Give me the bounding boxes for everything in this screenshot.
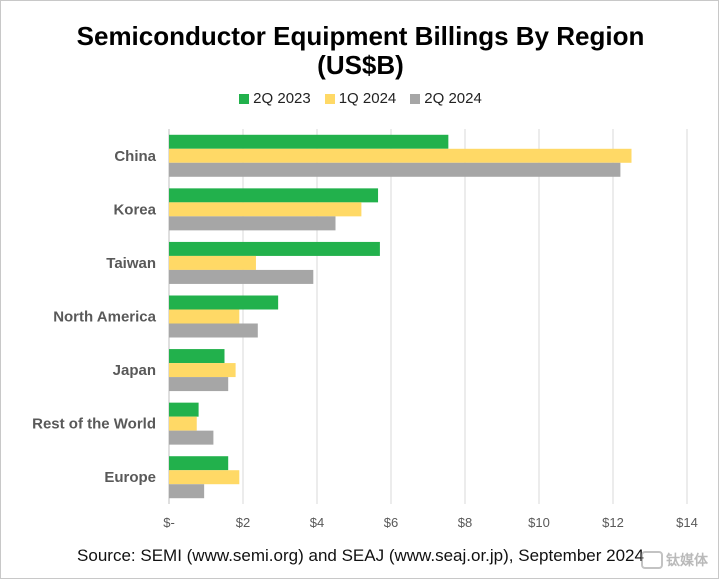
category-label-japan: Japan — [113, 362, 156, 379]
legend-swatch-2q2024 — [410, 93, 421, 104]
legend-swatch-1q2024 — [324, 93, 335, 104]
x-tick-label: $6 — [384, 515, 398, 530]
bar-korea-2q-2024 — [169, 216, 336, 231]
x-tick-label: $12 — [602, 515, 624, 530]
bar-taiwan-2q-2023 — [169, 241, 380, 256]
bar-korea-1q-2024 — [169, 202, 362, 217]
legend-item-1q2024: 1Q 2024 — [324, 90, 397, 107]
x-tick-label: $2 — [236, 515, 250, 530]
bar-rest-of-the-world-2q-2024 — [169, 430, 214, 445]
category-label-europe: Europe — [104, 469, 156, 486]
legend-item-2q2023: 2Q 2023 — [239, 90, 311, 107]
legend-item-2q2024: 2Q 2024 — [410, 90, 482, 107]
bar-europe-2q-2024 — [169, 484, 205, 499]
bar-china-1q-2024 — [169, 148, 632, 163]
chart-title: Semiconductor Equipment Billings By Regi… — [76, 21, 645, 51]
bar-rest-of-the-world-2q-2023 — [169, 402, 199, 417]
x-tick-label: $- — [163, 515, 175, 530]
bar-taiwan-1q-2024 — [169, 255, 256, 270]
watermark-text: 钛媒体 — [666, 552, 708, 568]
bar-japan-2q-2023 — [169, 349, 225, 364]
x-tick-label: $8 — [458, 515, 472, 530]
category-label-china: China — [114, 148, 156, 165]
x-tick-label: $10 — [528, 515, 550, 530]
category-label-taiwan: Taiwan — [106, 255, 156, 272]
x-tick-label: $4 — [310, 515, 324, 530]
source-note: Source: SEMI (www.semi.org) and SEAJ (ww… — [77, 546, 644, 565]
bar-taiwan-2q-2024 — [169, 269, 314, 284]
bar-rest-of-the-world-1q-2024 — [169, 416, 197, 431]
bar-north-america-2q-2023 — [169, 295, 279, 310]
legend-label-1q2024: 1Q 2024 — [338, 90, 397, 107]
bar-north-america-1q-2024 — [169, 309, 240, 324]
watermark-logo-icon — [641, 551, 663, 569]
legend-swatch-2q2023 — [239, 93, 250, 104]
category-label-korea: Korea — [113, 201, 156, 218]
bar-china-2q-2023 — [169, 134, 449, 149]
legend: 2Q 2023 1Q 2024 2Q 2024 — [1, 90, 719, 107]
category-label-north-america: North America — [53, 309, 156, 326]
bar-chart: $- $2 $4 $6 $8 $10 $12 $14 China Korea Taiwan North… — [32, 129, 698, 530]
bar-north-america-2q-2024 — [169, 323, 258, 338]
bar-europe-2q-2023 — [169, 456, 229, 471]
bar-europe-1q-2024 — [169, 470, 240, 485]
category-label-rest-of-the-world: Rest of the World — [32, 416, 156, 433]
bar-japan-1q-2024 — [169, 363, 236, 378]
bar-japan-2q-2024 — [169, 377, 229, 392]
legend-label-2q2023: 2Q 2023 — [253, 90, 311, 107]
chart-subtitle: (US$B) — [317, 50, 404, 80]
legend-label-2q2024: 2Q 2024 — [424, 90, 482, 107]
watermark: 钛媒体 — [641, 550, 708, 570]
bar-korea-2q-2023 — [169, 188, 379, 203]
bar-china-2q-2024 — [169, 162, 621, 177]
x-tick-label: $14 — [676, 515, 698, 530]
